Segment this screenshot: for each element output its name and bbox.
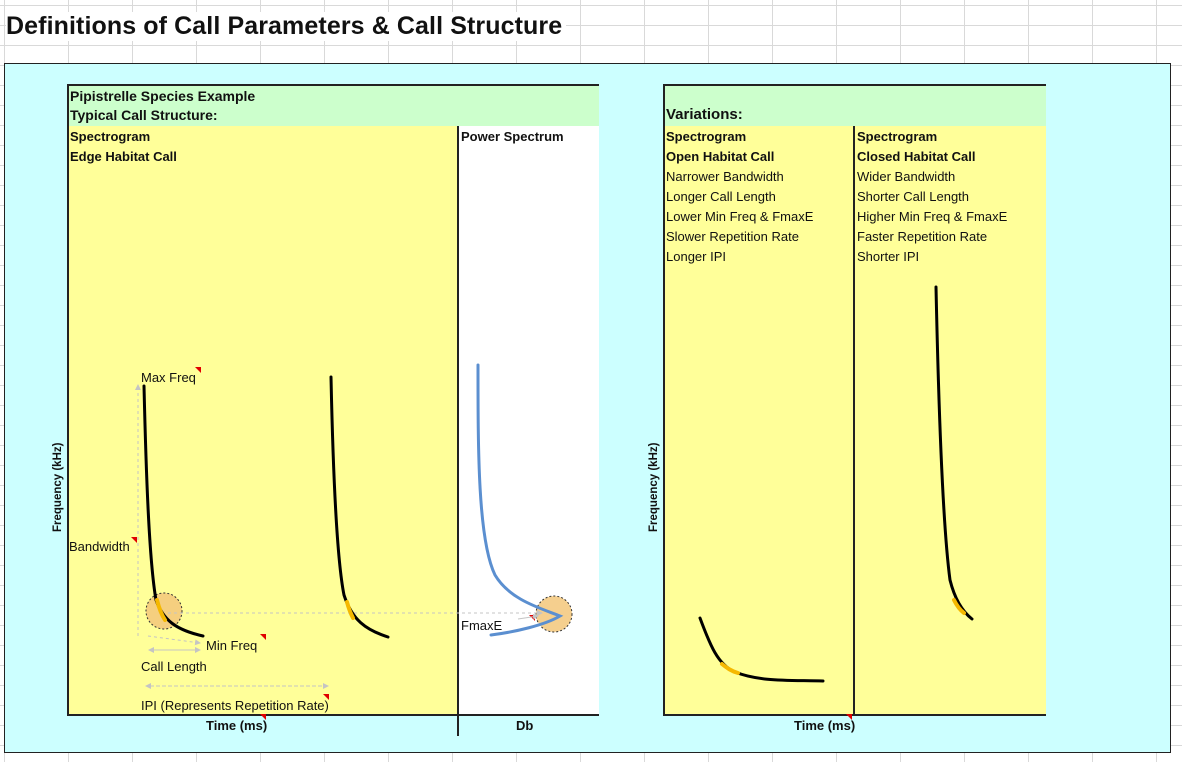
closed-trait: Shorter IPI bbox=[857, 249, 920, 264]
power-spectrum-curve bbox=[476, 363, 564, 637]
example-left-axis bbox=[67, 85, 69, 716]
variations-x-axis-label: Time (ms) bbox=[794, 718, 856, 733]
example-bottom-axis bbox=[67, 714, 599, 716]
open-habitat-fmaxe-segment bbox=[720, 662, 740, 675]
species-title: Pipistrelle Species Example bbox=[70, 88, 256, 104]
comment-marker[interactable] bbox=[131, 537, 137, 543]
call-length-label: Call Length bbox=[141, 659, 207, 674]
comment-marker[interactable] bbox=[529, 615, 535, 621]
comment-marker[interactable] bbox=[260, 714, 266, 720]
comment-marker[interactable] bbox=[846, 714, 852, 720]
comment-marker[interactable] bbox=[195, 367, 201, 373]
example-spectrogram-area bbox=[67, 126, 458, 715]
open-trait: Lower Min Freq & FmaxE bbox=[666, 209, 814, 224]
fmaxe-label: FmaxE bbox=[461, 618, 503, 633]
fmaxe-pointer-arrow bbox=[517, 613, 539, 620]
closed-trait: Wider Bandwidth bbox=[857, 169, 956, 184]
example-spectrogram-label: Spectrogram bbox=[70, 129, 151, 144]
variations-title: Variations: bbox=[666, 106, 743, 123]
open-trait: Slower Repetition Rate bbox=[666, 229, 799, 244]
example-call-curve bbox=[329, 375, 390, 639]
example-call-fmaxe-segment bbox=[345, 600, 355, 620]
variations-top-border bbox=[663, 84, 1046, 86]
closed-trait: Higher Min Freq & FmaxE bbox=[857, 209, 1008, 224]
open-trait: Narrower Bandwidth bbox=[666, 169, 784, 184]
example-call-type: Edge Habitat Call bbox=[70, 149, 177, 164]
page-title: Definitions of Call Parameters & Call St… bbox=[6, 12, 567, 41]
fmaxe-highlight-circle bbox=[145, 592, 183, 630]
closed-spectrogram-label: Spectrogram bbox=[857, 129, 938, 144]
variations-divider bbox=[853, 126, 855, 715]
power-spectrum-area bbox=[458, 126, 599, 715]
open-trait: Longer IPI bbox=[666, 249, 726, 264]
comment-marker[interactable] bbox=[260, 634, 266, 640]
ipi-label: IPI (Represents Repetition Rate) bbox=[141, 698, 329, 713]
example-x-axis-label: Time (ms) bbox=[206, 718, 268, 733]
variations-area bbox=[663, 126, 1046, 715]
closed-call-type: Closed Habitat Call bbox=[857, 149, 976, 164]
max-freq-label: Max Freq bbox=[141, 370, 196, 385]
closed-trait: Shorter Call Length bbox=[857, 189, 970, 204]
variations-header bbox=[663, 85, 1046, 126]
variations-left-axis bbox=[663, 85, 665, 716]
open-call-type: Open Habitat Call bbox=[666, 149, 775, 164]
closed-habitat-call-curve bbox=[934, 285, 974, 621]
open-spectrogram-label: Spectrogram bbox=[666, 129, 747, 144]
open-trait: Longer Call Length bbox=[666, 189, 776, 204]
variations-bottom-axis bbox=[663, 714, 1046, 716]
min-freq-arrow bbox=[147, 635, 201, 646]
example-header bbox=[67, 85, 599, 126]
structure-title: Typical Call Structure: bbox=[70, 107, 218, 123]
power-spectrum-label: Power Spectrum bbox=[461, 129, 564, 144]
comment-marker[interactable] bbox=[323, 694, 329, 700]
min-freq-label: Min Freq bbox=[206, 638, 258, 653]
open-habitat-call-curve bbox=[698, 616, 825, 683]
example-call-curve bbox=[142, 384, 205, 638]
bandwidth-label: Bandwidth bbox=[69, 539, 130, 554]
closed-trait: Faster Repetition Rate bbox=[857, 229, 988, 244]
db-axis-label: Db bbox=[516, 718, 534, 733]
closed-habitat-fmaxe-segment bbox=[952, 598, 966, 615]
example-top-border bbox=[67, 84, 599, 86]
example-call-fmaxe-segment bbox=[155, 598, 167, 622]
power-spectrum-divider bbox=[457, 126, 459, 736]
